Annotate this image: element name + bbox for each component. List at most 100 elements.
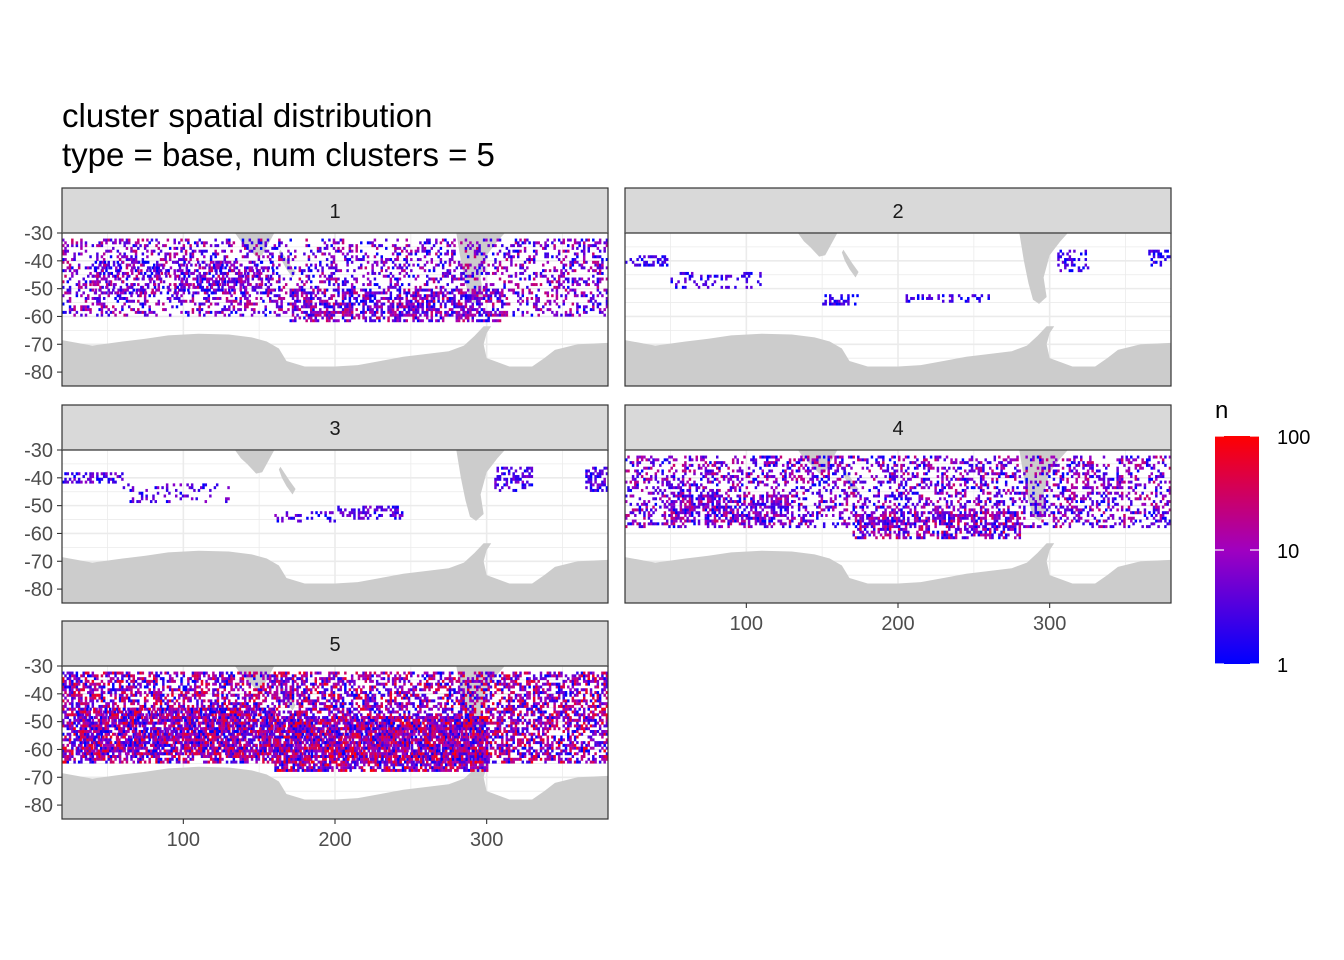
heatmap-cell: [71, 480, 74, 484]
heatmap-cell: [193, 488, 196, 492]
heatmap-cell: [414, 252, 418, 256]
heatmap-cell: [564, 263, 568, 267]
heatmap-cell: [963, 494, 967, 498]
heatmap-cell: [430, 313, 434, 317]
heatmap-cell: [720, 513, 724, 517]
heatmap-cell: [693, 472, 696, 476]
heatmap-cell: [426, 299, 429, 303]
heatmap-cell: [446, 249, 449, 253]
heatmap-cell: [200, 302, 204, 306]
heatmap-cell: [718, 511, 721, 515]
heatmap-cell: [325, 319, 329, 323]
heatmap-cell: [526, 299, 529, 303]
heatmap-cell: [670, 491, 673, 495]
heatmap-cell: [968, 458, 971, 462]
heatmap-cell: [1057, 255, 1060, 259]
heatmap-cell: [704, 508, 708, 512]
heatmap-cell: [700, 274, 703, 278]
heatmap-cell: [900, 483, 903, 487]
heatmap-cell: [562, 285, 565, 289]
heatmap-cell: [800, 477, 803, 481]
heatmap-cell: [89, 310, 92, 314]
heatmap-cell: [535, 308, 538, 312]
heatmap-cell: [824, 302, 827, 306]
heatmap-cell: [656, 491, 660, 495]
y-tick-label: -50: [24, 496, 53, 518]
heatmap-cell: [305, 263, 308, 267]
heatmap-cell: [496, 288, 499, 292]
heatmap-cell: [143, 244, 147, 248]
heatmap-cell: [453, 288, 456, 292]
heatmap-cell: [287, 255, 290, 259]
heatmap-cell: [272, 271, 275, 275]
heatmap-cell: [137, 260, 141, 264]
heatmap-cell: [323, 310, 327, 314]
heatmap-cell: [877, 516, 880, 520]
heatmap-cell: [214, 249, 217, 253]
heatmap-cell: [725, 277, 728, 281]
heatmap-cell: [123, 313, 126, 317]
heatmap-cell: [925, 502, 928, 506]
heatmap-cell: [385, 260, 388, 264]
heatmap-cell: [159, 249, 163, 253]
heatmap-cell: [816, 513, 819, 517]
heatmap-cell: [496, 466, 499, 470]
heatmap-cell: [181, 269, 184, 273]
heatmap-cell: [480, 252, 484, 256]
heatmap-cell: [731, 458, 735, 462]
heatmap-cell: [287, 516, 291, 520]
heatmap-cell: [469, 299, 472, 303]
heatmap-cell: [332, 319, 336, 323]
heatmap-cell: [786, 480, 789, 484]
heatmap-cell: [834, 455, 837, 459]
heatmap-cell: [688, 277, 692, 281]
heatmap-cell: [201, 288, 205, 292]
heatmap-cell: [307, 274, 311, 278]
heatmap-cell: [829, 463, 833, 467]
heatmap-cell: [650, 475, 653, 479]
heatmap-cell: [643, 513, 646, 517]
heatmap-cell: [432, 305, 436, 309]
heatmap-cell: [366, 296, 370, 300]
heatmap-cell: [407, 310, 411, 314]
heatmap-cell: [647, 255, 651, 259]
heatmap-cell: [991, 505, 994, 509]
heatmap-cell: [989, 461, 992, 465]
heatmap-cell: [193, 241, 197, 245]
heatmap-cell: [296, 308, 299, 312]
heatmap-cell: [736, 483, 739, 487]
heatmap-cell: [271, 299, 274, 303]
heatmap-cell: [216, 266, 220, 270]
heatmap-cell: [344, 277, 347, 281]
heatmap-cell: [598, 475, 602, 479]
heatmap-cell: [64, 472, 67, 476]
heatmap-cell: [979, 461, 983, 465]
heatmap-cell: [357, 516, 361, 520]
heatmap-cell: [190, 263, 193, 267]
heatmap-cell: [394, 508, 397, 512]
heatmap-cell: [852, 494, 855, 498]
heatmap-cell: [979, 475, 983, 479]
heatmap-cell: [362, 313, 365, 317]
heatmap-cell: [535, 274, 538, 278]
heatmap-cell: [1020, 511, 1024, 515]
heatmap-cell: [979, 477, 983, 481]
heatmap-cell: [116, 274, 120, 278]
heatmap-cell: [898, 486, 901, 490]
heatmap-cell: [625, 516, 628, 520]
heatmap-cell: [466, 244, 470, 248]
heatmap-cell: [346, 313, 349, 317]
heatmap-cell: [460, 263, 463, 267]
heatmap-cell: [544, 255, 547, 259]
heatmap-cell: [73, 477, 76, 481]
heatmap-cell: [134, 249, 138, 253]
heatmap-cell: [249, 283, 252, 287]
heatmap-cell: [307, 244, 311, 248]
heatmap-cell: [957, 500, 960, 504]
heatmap-cell: [741, 513, 744, 517]
heatmap-cell: [330, 296, 333, 300]
heatmap-cell: [845, 522, 849, 526]
heatmap-cell: [820, 477, 824, 481]
heatmap-cell: [214, 283, 217, 287]
heatmap-cell: [66, 299, 70, 303]
